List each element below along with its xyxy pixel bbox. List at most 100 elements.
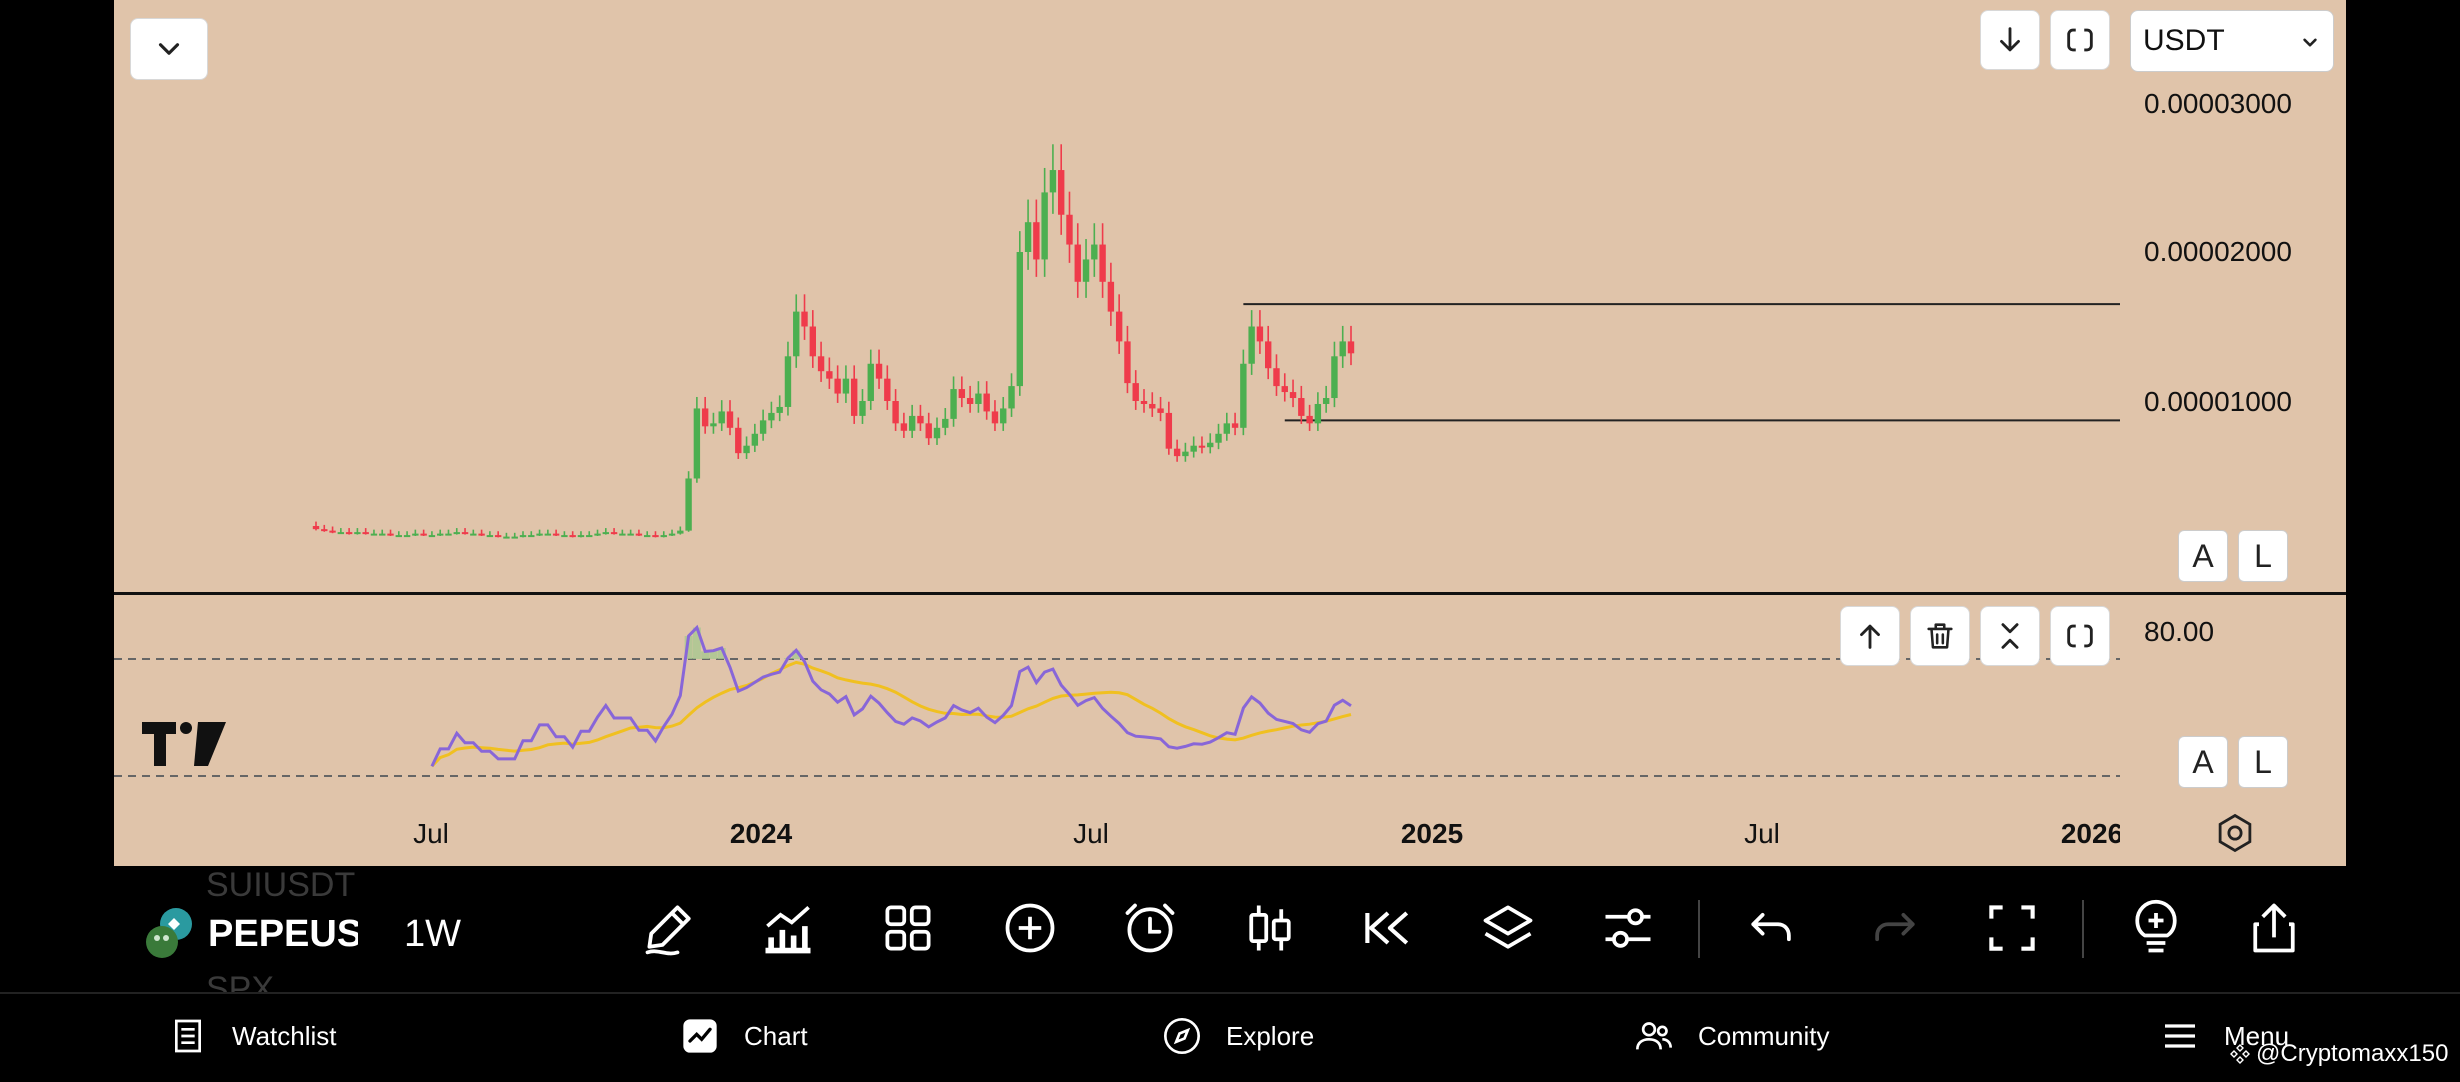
candle[interactable] [834,378,841,394]
candle[interactable] [1000,408,1007,424]
move-down-button[interactable] [1980,10,2040,70]
maximize-pane-button[interactable] [2050,10,2110,70]
candle[interactable] [594,533,601,536]
add-symbol-button[interactable] [998,896,1062,960]
nav-explore[interactable]: Explore [1162,1016,1314,1056]
fullscreen-button[interactable] [1980,896,2044,960]
candle[interactable] [619,533,626,536]
candle[interactable] [1157,408,1164,413]
candle[interactable] [875,363,883,379]
candle[interactable] [1041,192,1048,260]
candle[interactable] [975,393,982,404]
candle[interactable] [1223,423,1230,434]
candle[interactable] [966,398,974,404]
candle[interactable] [776,406,783,413]
nav-community[interactable]: Community [1634,1016,1829,1056]
candle[interactable] [379,533,386,536]
candle[interactable] [759,420,767,434]
candle[interactable] [1182,451,1189,457]
collapse-pane-button[interactable] [1980,606,2040,666]
candle[interactable] [1331,356,1338,399]
candle[interactable] [1248,326,1255,364]
candle[interactable] [958,389,966,399]
candle[interactable] [884,378,891,401]
candle[interactable] [635,533,643,536]
collapse-button[interactable] [130,18,208,80]
candle[interactable] [1240,363,1247,428]
candle[interactable] [428,535,436,538]
candle[interactable] [1173,448,1181,457]
auto-scale-button[interactable]: A [2178,530,2228,582]
candle[interactable] [586,535,593,538]
candle[interactable] [1314,403,1322,424]
replay-button[interactable] [1356,896,1420,960]
candle[interactable] [784,356,792,407]
rsi-log-scale-button[interactable]: L [2238,736,2288,788]
candle[interactable] [917,415,924,424]
candle[interactable] [1091,244,1098,260]
candle[interactable] [627,533,634,536]
candle[interactable] [908,415,916,431]
candle[interactable] [668,533,676,536]
candle[interactable] [1198,445,1206,448]
pane-divider[interactable] [114,592,2346,595]
share-button[interactable] [2242,896,2306,960]
candle[interactable] [1016,252,1023,387]
candle[interactable] [1008,386,1015,409]
candle[interactable] [437,533,444,536]
candle[interactable] [809,326,816,357]
candle[interactable] [470,533,477,536]
symbol-selector[interactable]: PEPEUS [142,904,358,964]
chart-area[interactable]: USDT 0.00003000 0.00002000 0.00001000 80… [114,0,2346,866]
candle[interactable] [519,535,527,538]
nav-menu[interactable]: Menu [2160,1016,2289,1056]
candle[interactable] [445,533,452,536]
candle[interactable] [1165,412,1173,449]
nav-chart[interactable]: Chart [680,1016,808,1056]
redo-button[interactable] [1862,896,1926,960]
candle[interactable] [652,535,659,538]
candle[interactable] [1049,170,1057,193]
candle[interactable] [503,536,510,539]
candle[interactable] [851,378,858,416]
candle[interactable] [644,535,651,538]
candle[interactable] [693,408,701,479]
candle[interactable] [461,532,469,535]
candle[interactable] [1132,383,1139,401]
candle[interactable] [403,535,411,538]
candle[interactable] [983,393,990,412]
candle[interactable] [768,412,775,421]
candle[interactable] [950,389,957,419]
candle[interactable] [528,535,535,538]
candle[interactable] [420,533,427,536]
candle[interactable] [312,526,320,530]
candle[interactable] [1273,368,1280,387]
candle[interactable] [710,423,717,427]
candle[interactable] [395,535,402,538]
candle[interactable] [1074,244,1081,282]
candle[interactable] [793,311,800,357]
candle[interactable] [1024,222,1032,252]
alert-button[interactable] [1118,896,1182,960]
candle[interactable] [1149,403,1156,409]
candle[interactable] [387,533,394,536]
delete-pane-button[interactable] [1910,606,1970,666]
candle[interactable] [1140,401,1148,404]
candle[interactable] [900,423,908,431]
chart-settings-icon[interactable] [2214,812,2256,854]
settings-sliders-button[interactable] [1596,896,1660,960]
candle[interactable] [345,532,353,535]
candlestick-chart[interactable] [114,0,2346,866]
indicators-button[interactable] [756,896,820,960]
candle[interactable] [1215,433,1222,443]
candle[interactable] [561,535,568,538]
candle[interactable] [1115,311,1123,342]
candle[interactable] [942,418,949,428]
candle[interactable] [892,401,899,424]
candle[interactable] [1322,398,1330,404]
currency-select[interactable]: USDT [2130,10,2334,72]
candle[interactable] [354,532,361,535]
candle[interactable] [1298,398,1305,416]
candle[interactable] [1058,170,1065,215]
object-tree-button[interactable] [1476,896,1540,960]
